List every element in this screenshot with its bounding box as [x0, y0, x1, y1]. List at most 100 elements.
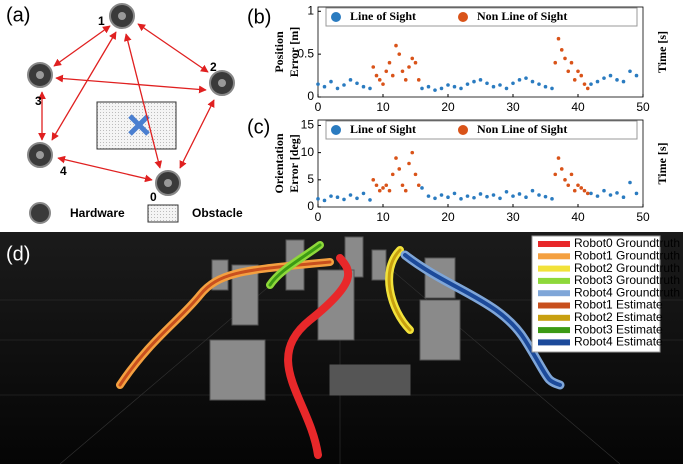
point: [381, 186, 385, 190]
y-axis-label: Orientation: [272, 133, 286, 193]
x-tick-label: 10: [376, 100, 390, 114]
point: [634, 73, 639, 78]
point: [595, 194, 600, 198]
y-tick-label: 15: [301, 118, 315, 132]
point: [361, 84, 366, 89]
y-axis-label: Error [m]: [287, 27, 301, 78]
point: [621, 195, 626, 200]
point: [413, 172, 418, 177]
legend-swatch: [538, 241, 570, 247]
point: [384, 183, 389, 188]
point: [582, 188, 587, 193]
legend-swatch: [538, 277, 570, 284]
plot-frame: [317, 6, 644, 98]
buildings: [209, 236, 461, 401]
point: [572, 78, 577, 82]
point: [537, 193, 541, 197]
y-axis-label: Position: [272, 31, 286, 73]
point: [491, 84, 496, 89]
point: [387, 188, 392, 193]
point: [576, 183, 580, 188]
legend-label: Line of Sight: [350, 9, 416, 23]
y-axis-label: Error [deg]: [287, 134, 301, 193]
point: [615, 78, 619, 82]
legend-label: Robot1 Groundtruth: [574, 248, 680, 262]
point: [517, 78, 522, 82]
point: [426, 84, 431, 89]
point: [316, 82, 320, 86]
legend-label: Robot0 Groundtruth: [574, 236, 680, 250]
x-tick-label: 50: [636, 100, 650, 114]
legend-swatch: [538, 302, 570, 309]
links: [38, 23, 215, 183]
trajectories: [116, 241, 565, 459]
legend-label: Robot3 Groundtruth: [574, 273, 680, 287]
x-tick-label: 30: [506, 100, 520, 114]
point: [511, 81, 515, 86]
point: [459, 86, 463, 91]
point: [634, 191, 639, 196]
x-tick-label: 0: [315, 210, 322, 224]
robot-lens: [36, 71, 44, 79]
robot-lens: [36, 151, 44, 159]
point: [342, 83, 346, 87]
legend-label: Robot3 Estimate: [574, 322, 663, 336]
point: [478, 192, 483, 196]
point: [504, 189, 509, 194]
point: [566, 69, 571, 74]
legend-swatch: [538, 339, 570, 346]
y-tick-label: 10: [301, 145, 315, 159]
point: [563, 56, 567, 61]
point: [621, 79, 626, 84]
legend-swatch: [538, 327, 570, 334]
legend-box: [325, 120, 638, 140]
x-tick-label: 40: [571, 210, 585, 224]
point: [322, 84, 327, 89]
point: [407, 65, 411, 69]
point: [504, 86, 509, 91]
point: [472, 195, 476, 200]
point: [397, 52, 402, 56]
point: [550, 86, 554, 91]
point: [439, 86, 444, 91]
point: [566, 183, 571, 188]
y-tick-label: 5: [307, 172, 314, 186]
point: [410, 150, 415, 155]
point: [403, 188, 408, 193]
node-label: 4: [60, 164, 67, 178]
node-label: 3: [35, 94, 42, 108]
point: [374, 73, 379, 78]
point: [589, 82, 593, 86]
point: [576, 69, 580, 74]
legend-box: [325, 7, 638, 27]
point: [433, 88, 437, 92]
point: [400, 183, 405, 188]
x-tick-label: 50: [636, 210, 650, 224]
legend-label: Robot1 Estimate: [574, 298, 663, 312]
point: [452, 191, 457, 196]
point: [553, 172, 558, 177]
point: [485, 194, 489, 199]
point: [335, 86, 340, 91]
robot-lens: [118, 12, 126, 20]
point: [397, 167, 402, 171]
point: [602, 188, 606, 193]
point: [517, 192, 522, 196]
point: [553, 60, 558, 65]
robot-lens: [164, 179, 172, 187]
point: [381, 82, 385, 86]
point: [543, 194, 548, 199]
point: [595, 79, 600, 84]
legend-swatch: [538, 314, 570, 321]
y2-axis-label: Time [s]: [655, 31, 669, 73]
point: [485, 81, 489, 86]
point: [491, 193, 496, 197]
point: [498, 83, 502, 87]
point: [569, 172, 574, 177]
point: [459, 197, 463, 201]
y-tick-label: 0.5: [297, 46, 314, 60]
point: [439, 193, 444, 197]
point: [478, 78, 483, 82]
panel-label: (a): [6, 4, 30, 26]
